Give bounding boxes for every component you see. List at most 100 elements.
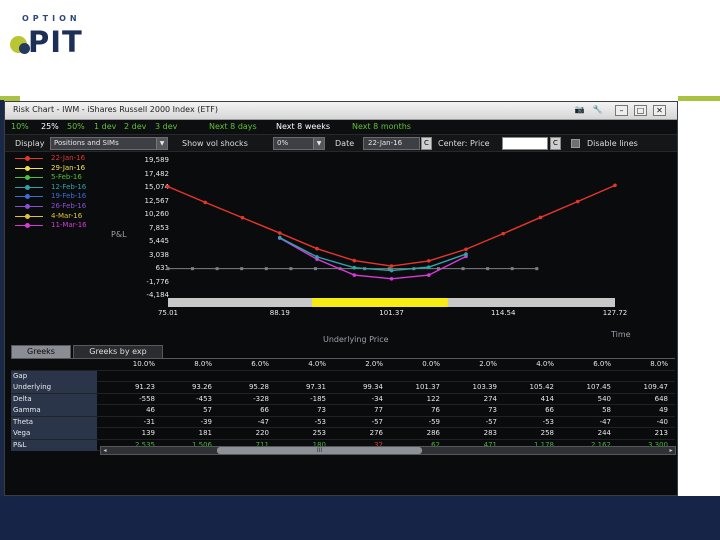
- greek-value: 99.34: [362, 383, 383, 391]
- greek-value: 711: [255, 440, 269, 449]
- camera-icon[interactable]: 📷: [574, 105, 585, 114]
- greek-value: 181: [198, 429, 212, 437]
- greek-value: 66: [260, 406, 269, 414]
- greeks-header-cell[interactable]: 2.0%: [365, 360, 383, 368]
- legend-label: 5-Feb-16: [51, 173, 82, 182]
- center-price-input[interactable]: [502, 137, 548, 150]
- minimize-button[interactable]: –: [615, 105, 628, 116]
- date-field[interactable]: 22-Jan-16: [363, 137, 420, 150]
- wrench-icon[interactable]: 🔧: [592, 105, 603, 114]
- time-axis-label: Time: [611, 330, 631, 339]
- time-opt-8months[interactable]: Next 8 months: [352, 122, 411, 131]
- legend-item[interactable]: 29-Jan-16: [13, 164, 103, 174]
- greek-value: 95.28: [248, 383, 269, 391]
- horizontal-scrollbar[interactable]: ◂ III ▸: [100, 446, 676, 455]
- chart-legend: 22-Jan-16 29-Jan-16 5-Feb-16 12-Feb-16 1…: [13, 154, 103, 231]
- greek-name: Theta: [11, 416, 97, 428]
- greek-name: Delta: [11, 393, 97, 405]
- logo-small-text: OPTION: [22, 14, 81, 23]
- legend-dot-icon: [25, 194, 30, 200]
- time-opt-8weeks[interactable]: Next 8 weeks: [276, 122, 330, 131]
- legend-item[interactable]: 12-Feb-16: [13, 183, 103, 193]
- maximize-button[interactable]: □: [634, 105, 647, 116]
- time-opt-1dev[interactable]: 1 dev: [94, 122, 117, 131]
- greeks-header-cell[interactable]: 6.0%: [251, 360, 269, 368]
- series-point-1: [277, 235, 282, 240]
- y-tick-label: 12,567: [144, 196, 170, 205]
- greek-value: 76: [431, 406, 440, 414]
- greek-value: 109.47: [643, 383, 669, 391]
- legend-item[interactable]: 26-Feb-16: [13, 202, 103, 212]
- legend-dot-icon: [25, 175, 30, 181]
- y-axis-label: P&L: [111, 230, 127, 239]
- scroll-right-icon[interactable]: ▸: [669, 447, 673, 454]
- y-tick-label: 19,589: [144, 156, 170, 164]
- legend-dot-icon: [25, 213, 30, 219]
- greek-value: 77: [374, 406, 383, 414]
- series-point-3: [535, 267, 539, 271]
- greek-value: 253: [312, 429, 326, 437]
- scroll-left-icon[interactable]: ◂: [103, 447, 107, 454]
- legend-label: 4-Mar-16: [51, 211, 83, 220]
- x-tick-label: 127.72: [602, 309, 628, 317]
- scroll-thumb[interactable]: III: [217, 447, 422, 454]
- greeks-header-cell[interactable]: 6.0%: [593, 360, 611, 368]
- greek-name: Vega: [11, 428, 97, 439]
- greek-value: -57: [485, 417, 497, 426]
- series-point-3: [387, 267, 391, 271]
- greeks-header-cell[interactable]: 0.0%: [422, 360, 440, 368]
- series-point-0: [240, 215, 245, 220]
- legend-item[interactable]: 11-Mar-16: [13, 221, 103, 231]
- series-point-0: [575, 199, 580, 204]
- tab-greeks[interactable]: Greeks: [11, 345, 71, 358]
- display-select[interactable]: Positions and SIMs ▼: [50, 137, 168, 150]
- series-point-1: [352, 265, 357, 270]
- y-tick-label: 10,260: [144, 210, 170, 218]
- window-titlebar[interactable]: Risk Chart - IWM - iShares Russell 2000 …: [5, 102, 677, 120]
- legend-item[interactable]: 22-Jan-16: [13, 154, 103, 164]
- legend-item[interactable]: 4-Mar-16: [13, 212, 103, 222]
- greek-value: 180: [312, 440, 326, 449]
- greeks-header-cell[interactable]: 8.0%: [650, 360, 668, 368]
- table-row: Gap: [11, 370, 675, 382]
- y-tick-label: 17,482: [144, 169, 170, 178]
- y-tick-label: 15,074: [144, 183, 170, 191]
- pl-chart[interactable]: [5, 102, 677, 342]
- date-calendar-button[interactable]: C: [421, 137, 432, 150]
- greeks-header-cell[interactable]: 4.0%: [308, 360, 326, 368]
- time-opt-25pct[interactable]: 25%: [41, 122, 59, 131]
- greeks-header-cell[interactable]: 10.0%: [132, 360, 155, 368]
- greeks-header-cell[interactable]: 2.0%: [479, 360, 497, 368]
- greeks-header-cell[interactable]: 8.0%: [194, 360, 212, 368]
- legend-item[interactable]: 5-Feb-16: [13, 173, 103, 183]
- disable-lines-checkbox[interactable]: [571, 139, 580, 148]
- y-tick-label: 5,445: [148, 237, 169, 245]
- x-axis-label: Underlying Price: [323, 335, 389, 344]
- vol-shocks-select[interactable]: 0% ▼: [273, 137, 325, 150]
- table-row: Gamma 46 57 66 73 77 76 73 66 58 49: [11, 405, 675, 417]
- time-opt-10pct[interactable]: 10%: [11, 122, 29, 131]
- greek-value: -558: [139, 394, 155, 403]
- series-point-2: [426, 273, 431, 277]
- series-point-3: [313, 267, 317, 271]
- series-point-3: [166, 267, 170, 271]
- series-point-3: [215, 267, 219, 271]
- time-opt-50pct[interactable]: 50%: [67, 122, 85, 131]
- greek-name: Underlying: [11, 382, 97, 393]
- greek-value: 283: [483, 429, 497, 437]
- close-button[interactable]: ✕: [653, 105, 666, 116]
- greek-name: Gamma: [11, 405, 97, 416]
- greek-value: -53: [542, 417, 554, 426]
- legend-item[interactable]: 19-Feb-16: [13, 192, 103, 202]
- time-opt-8days[interactable]: Next 8 days: [209, 122, 257, 131]
- time-opt-2dev[interactable]: 2 dev: [124, 122, 147, 131]
- time-opt-3dev[interactable]: 3 dev: [155, 122, 178, 131]
- series-line-2: [279, 237, 467, 280]
- series-point-1: [315, 255, 319, 259]
- range-bar-inner: [312, 298, 448, 307]
- tab-greeks-by-exp[interactable]: Greeks by exp: [73, 345, 163, 358]
- greeks-header-cell[interactable]: 4.0%: [536, 360, 554, 368]
- x-tick-label: 114.54: [490, 309, 516, 317]
- center-price-button[interactable]: C: [550, 137, 561, 150]
